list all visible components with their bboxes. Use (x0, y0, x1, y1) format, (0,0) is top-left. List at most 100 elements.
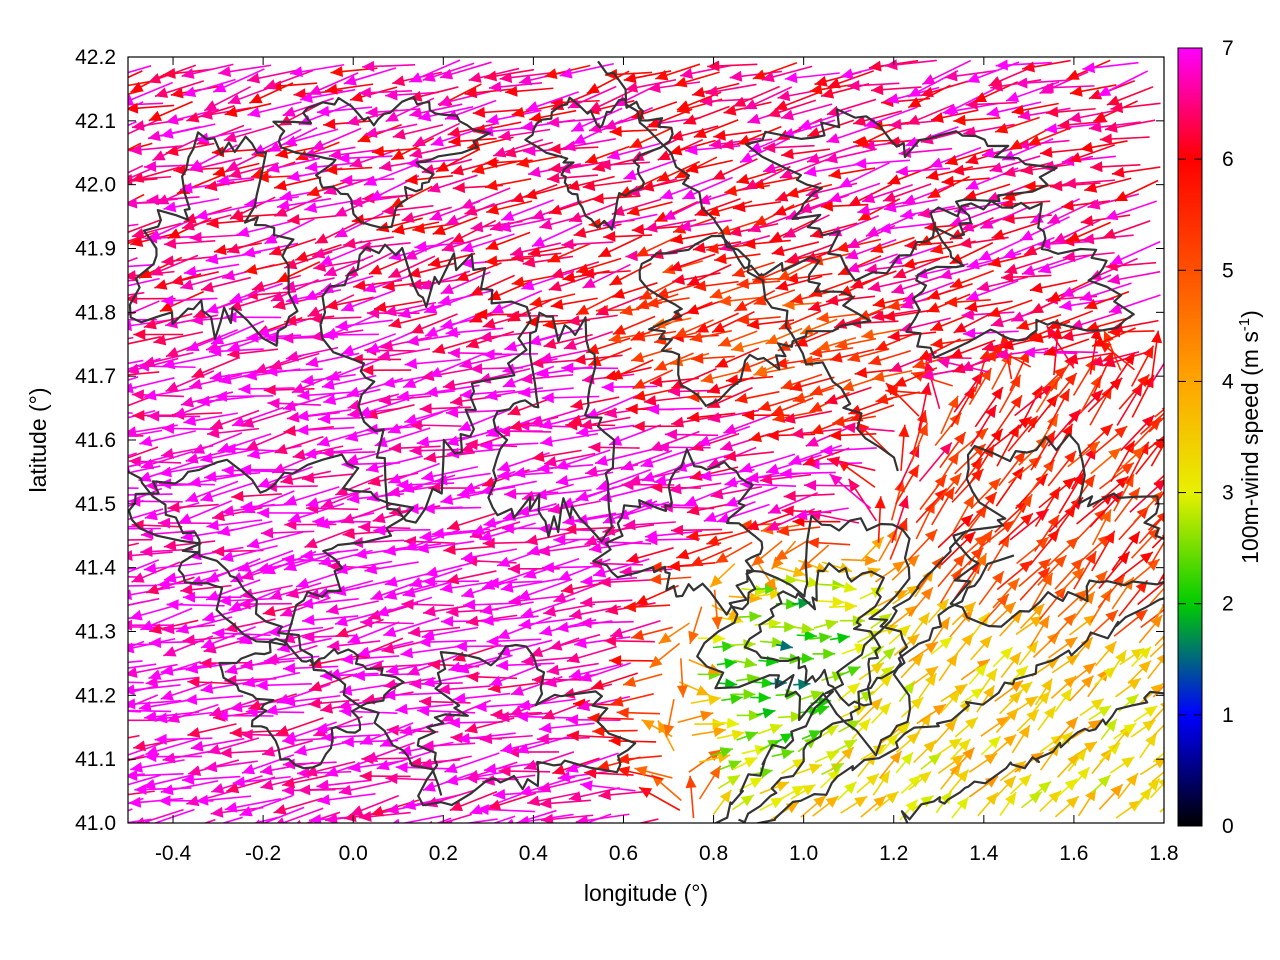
wind-arrow-head (825, 619, 839, 631)
wind-arrow-shaft (128, 597, 160, 607)
wind-arrow-head (201, 638, 215, 649)
wind-arrow-head (255, 679, 268, 691)
wind-arrow-head (285, 350, 299, 362)
wind-arrow-head (928, 753, 942, 766)
wind-arrow-head (631, 629, 645, 641)
wind-arrow-head (1010, 395, 1023, 409)
wind-arrow-head (1087, 198, 1101, 210)
wind-arrow-head (843, 422, 856, 434)
wind-arrow-head (692, 242, 706, 254)
wind-arrow-head (765, 334, 779, 345)
wind-arrow-head (870, 646, 884, 657)
wind-arrow-head (254, 363, 268, 374)
wind-arrow-head (297, 767, 310, 779)
wind-arrow-head (623, 676, 637, 687)
wind-arrow-head (791, 785, 805, 797)
wind-arrow-head (210, 334, 225, 345)
wind-arrow-head (669, 144, 683, 156)
wind-arrow-head (421, 163, 435, 175)
wind-arrow-head (409, 147, 423, 159)
wind-arrow-head (585, 466, 598, 477)
wind-arrow-head (721, 139, 734, 151)
wind-arrow-head (566, 180, 580, 191)
wind-arrow-head (188, 476, 202, 488)
wind-arrow-head (497, 469, 510, 481)
wind-arrow-head (160, 689, 174, 701)
wind-arrow-head (541, 392, 554, 404)
wind-arrow-head (870, 662, 884, 674)
wind-arrow-shaft (128, 709, 172, 713)
wind-arrow-head (737, 134, 751, 145)
wind-arrow-head (644, 530, 658, 542)
wind-arrow-shaft (1151, 771, 1164, 783)
wind-arrow-head (128, 684, 135, 696)
wind-arrow-head (240, 659, 254, 671)
wind-arrow-head (131, 389, 144, 401)
wind-arrow-head (383, 544, 397, 556)
wind-arrow-shaft (128, 300, 160, 316)
wind-arrow-head (320, 702, 334, 714)
wind-arrow-head (412, 135, 426, 147)
wind-arrow-head (1039, 83, 1053, 94)
wind-arrow-head (1153, 757, 1164, 769)
wind-arrow-head (727, 775, 741, 787)
wind-arrow-head (870, 242, 884, 254)
wind-arrow-head (789, 380, 803, 392)
wind-arrow-head (392, 818, 400, 823)
x-tick-label: 1.6 (1059, 842, 1088, 865)
wind-arrow-head (918, 349, 932, 360)
wind-arrow-head (230, 208, 244, 220)
wind-arrow-head (160, 665, 174, 676)
wind-arrow-head (786, 574, 799, 586)
wind-arrow-head (1048, 486, 1060, 501)
wind-arrow-head (548, 143, 561, 155)
wind-arrow-head (730, 693, 743, 705)
wind-arrow-head (304, 289, 318, 300)
wind-arrow-head (291, 382, 306, 394)
wind-arrow-head (1084, 182, 1098, 193)
wind-arrow-head (802, 455, 817, 466)
wind-arrow-head (318, 413, 331, 425)
wind-arrow-head (791, 427, 804, 439)
wind-arrow-head (273, 804, 287, 815)
wind-arrow-head (466, 769, 480, 781)
wind-arrow-head (674, 76, 688, 88)
wind-arrow-head (269, 589, 283, 601)
wind-arrow-head (315, 233, 329, 244)
wind-arrow-head (712, 169, 726, 180)
wind-arrow-head (325, 813, 338, 823)
wind-arrow-head (943, 487, 955, 501)
wind-arrow-head (186, 111, 200, 123)
wind-arrow-head (771, 245, 785, 257)
wind-arrow-head (810, 424, 824, 435)
wind-arrow-shaft (128, 235, 144, 243)
wind-arrow-head (1038, 781, 1052, 794)
wind-arrow-head (1022, 61, 1035, 73)
wind-arrow-head (1028, 791, 1042, 804)
wind-arrow-head (286, 411, 300, 423)
wind-arrow-head (165, 145, 179, 157)
wind-arrow-head (1047, 377, 1059, 391)
wind-arrow-head (464, 205, 478, 216)
wind-arrow-head (547, 172, 560, 184)
wind-arrow-head (459, 358, 473, 370)
wind-arrow-head (671, 416, 684, 428)
wind-arrow-head (746, 318, 760, 330)
wind-arrow-head (569, 608, 583, 620)
wind-arrow-shaft (1153, 474, 1164, 486)
wind-arrow-head (577, 700, 591, 712)
wind-arrow-head (325, 299, 339, 311)
wind-arrow-head (1077, 767, 1090, 780)
wind-arrow-head (484, 70, 498, 82)
wind-arrow-head (574, 637, 587, 649)
wind-arrow-head (951, 164, 965, 176)
x-tick-label: -0.4 (155, 842, 192, 865)
wind-arrow-head (589, 542, 602, 554)
wind-arrow-head (832, 416, 845, 427)
wind-arrow-head (441, 241, 455, 253)
wind-arrow-head (408, 626, 421, 638)
wind-arrow-head (1121, 756, 1135, 769)
wind-arrow-head (717, 752, 731, 764)
wind-arrow-head (128, 102, 139, 114)
